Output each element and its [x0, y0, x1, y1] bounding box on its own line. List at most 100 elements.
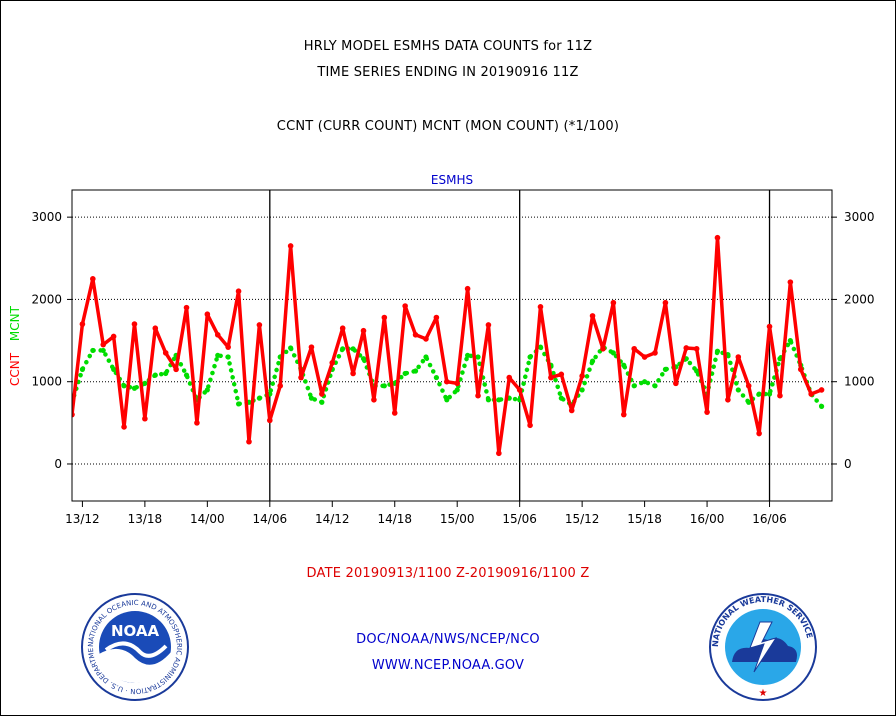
- series-group: [72, 234, 825, 457]
- point-ccnt-7: [142, 415, 148, 422]
- point-ccnt-39: [475, 392, 481, 399]
- y-axis-label: CCNT MCNT: [8, 305, 22, 386]
- point-mcnt-52: [610, 350, 616, 356]
- point-mcnt-4: [111, 366, 117, 372]
- point-ccnt-21: [287, 243, 294, 249]
- point-ccnt-70: [797, 366, 804, 373]
- point-ccnt-12: [194, 420, 200, 426]
- xtick-label-14-12: 14/12: [315, 512, 350, 526]
- plot-area-border: [71, 189, 833, 502]
- point-ccnt-66: [756, 430, 762, 437]
- point-ccnt-14: [214, 332, 221, 338]
- xtick-label-13-12: 13/12: [65, 512, 100, 526]
- point-ccnt-16: [235, 288, 242, 294]
- point-ccnt-0: [72, 411, 75, 418]
- day-boundaries: [269, 190, 771, 501]
- point-mcnt-18: [256, 395, 262, 401]
- point-mcnt-49: [579, 387, 585, 393]
- point-mcnt-68: [777, 356, 783, 362]
- point-mcnt-9: [163, 370, 169, 377]
- point-mcnt-66: [756, 391, 762, 397]
- point-ccnt-72: [818, 387, 825, 393]
- point-ccnt-51: [600, 345, 606, 352]
- point-mcnt-60: [694, 368, 700, 374]
- point-ccnt-27: [350, 370, 356, 377]
- point-mcnt-7: [142, 380, 148, 386]
- point-mcnt-5: [121, 383, 127, 389]
- point-ccnt-23: [308, 344, 315, 350]
- xtick-label-16-00: 16/00: [690, 512, 725, 526]
- chart-title-line1: HRLY MODEL ESMHS DATA COUNTS for 11Z: [303, 39, 593, 54]
- point-mcnt-28: [360, 356, 367, 362]
- point-mcnt-3: [100, 347, 106, 354]
- point-mcnt-72: [818, 403, 825, 409]
- point-ccnt-49: [579, 373, 585, 379]
- point-ccnt-4: [110, 333, 117, 340]
- point-ccnt-13: [204, 311, 211, 318]
- point-mcnt-55: [642, 379, 648, 385]
- plot-title: ESMHS: [431, 173, 473, 187]
- nws-star-icon: ★: [759, 688, 768, 699]
- ytick-label-right-0: 0: [844, 457, 852, 471]
- chart-title-line2: TIME SERIES ENDING IN 20190916 11Z: [317, 65, 579, 80]
- point-ccnt-24: [319, 391, 325, 397]
- ytick-label-right-3000: 3000: [844, 210, 875, 224]
- org-line: DOC/NOAA/NWS/NCEP/NCO: [356, 632, 540, 647]
- point-mcnt-26: [340, 346, 346, 352]
- point-mcnt-64: [735, 387, 741, 393]
- xtick-label-15-06: 15/06: [502, 512, 537, 526]
- point-ccnt-42: [506, 374, 513, 381]
- point-ccnt-48: [568, 407, 575, 414]
- point-mcnt-40: [485, 397, 492, 403]
- point-ccnt-50: [589, 313, 596, 319]
- point-ccnt-31: [391, 410, 398, 416]
- point-ccnt-65: [745, 383, 752, 389]
- point-ccnt-20: [277, 383, 284, 389]
- point-ccnt-67: [766, 323, 773, 330]
- point-mcnt-36: [444, 397, 450, 403]
- point-ccnt-55: [641, 354, 648, 360]
- ytick-label-right-1000: 1000: [844, 375, 875, 389]
- point-ccnt-30: [381, 314, 388, 321]
- point-ccnt-3: [100, 341, 107, 348]
- point-ccnt-15: [225, 344, 231, 350]
- point-mcnt-62: [714, 348, 721, 354]
- point-mcnt-8: [152, 372, 158, 378]
- point-ccnt-2: [90, 276, 96, 282]
- point-mcnt-23: [308, 395, 315, 401]
- point-ccnt-10: [173, 366, 179, 373]
- ytick-label-left-3000: 3000: [31, 210, 62, 224]
- grid-lines: [67, 216, 837, 507]
- point-ccnt-52: [610, 299, 617, 306]
- point-ccnt-45: [537, 304, 544, 310]
- y-axis-label-mcnt: MCNT: [8, 305, 22, 341]
- point-mcnt-30: [381, 383, 387, 389]
- point-ccnt-22: [298, 374, 304, 381]
- point-ccnt-1: [79, 321, 86, 327]
- point-mcnt-37: [454, 387, 460, 393]
- point-mcnt-32: [402, 370, 408, 377]
- point-mcnt-14: [215, 352, 221, 358]
- point-ccnt-68: [777, 392, 783, 399]
- website-link[interactable]: WWW.NCEP.NOAA.GOV: [371, 658, 525, 673]
- point-ccnt-60: [693, 345, 700, 352]
- point-mcnt-67: [766, 391, 773, 397]
- point-mcnt-27: [350, 346, 356, 352]
- point-ccnt-58: [673, 380, 679, 387]
- ytick-label-left-1000: 1000: [31, 375, 62, 389]
- point-mcnt-56: [652, 383, 658, 389]
- point-ccnt-6: [131, 321, 138, 327]
- point-ccnt-19: [267, 417, 273, 424]
- point-mcnt-33: [412, 368, 419, 374]
- noaa-logo: NOAA NATIONAL OCEANIC AND ATMOSPHERIC AD…: [80, 592, 189, 701]
- point-mcnt-54: [631, 383, 637, 389]
- point-mcnt-45: [537, 344, 544, 350]
- point-mcnt-2: [90, 347, 96, 354]
- point-ccnt-57: [662, 299, 669, 306]
- ytick-label-right-2000: 2000: [844, 292, 875, 306]
- ytick-label-left-2000: 2000: [31, 292, 62, 306]
- point-ccnt-36: [443, 378, 450, 385]
- point-mcnt-11: [183, 372, 190, 378]
- point-ccnt-44: [527, 422, 533, 429]
- noaa-logo-text: NOAA: [111, 622, 160, 640]
